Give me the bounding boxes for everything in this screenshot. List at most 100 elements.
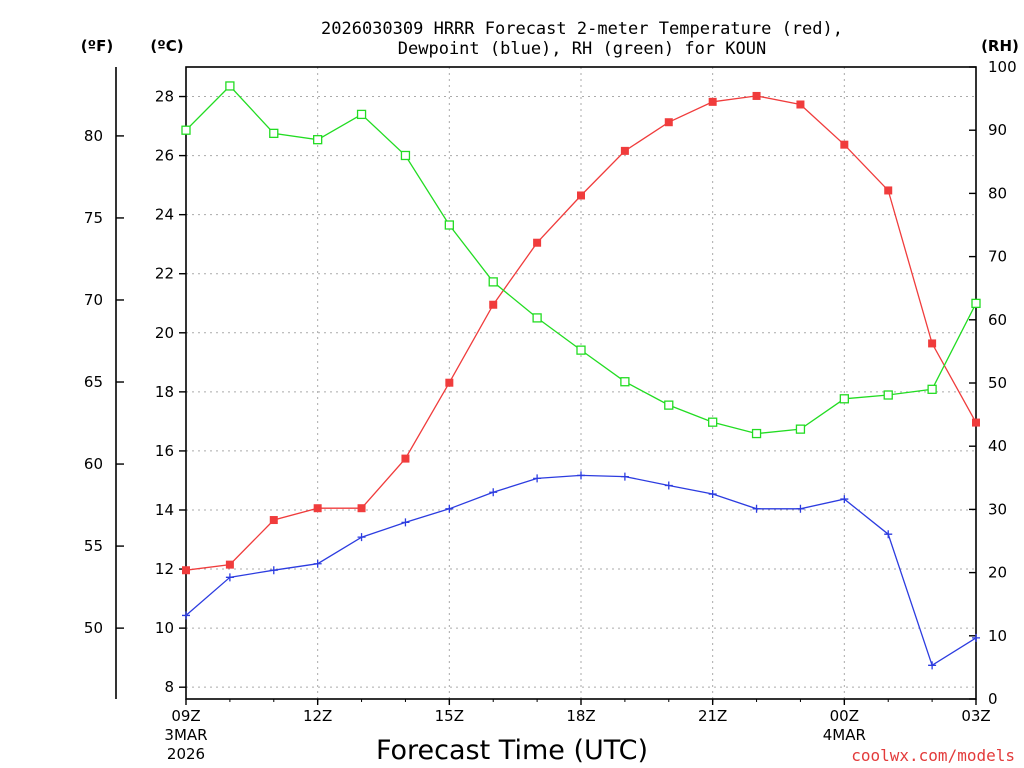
temperature-point	[664, 118, 673, 127]
dewpoint-point	[269, 566, 278, 575]
x-axis-label: Forecast Time (UTC)	[376, 735, 648, 766]
series-rh	[181, 81, 981, 439]
celsius-tick-label: 20	[155, 324, 174, 342]
dewpoint-point	[664, 481, 673, 490]
fahrenheit-tick-label: 65	[84, 373, 103, 391]
dewpoint-point	[796, 504, 805, 513]
temperature-point	[313, 504, 322, 513]
rh-point	[181, 125, 191, 135]
dewpoint-point	[445, 504, 454, 513]
rh-point	[356, 109, 367, 120]
dewpoint-point	[928, 661, 937, 670]
rh-point	[839, 394, 849, 404]
rh-point	[620, 377, 630, 387]
temperature-point	[796, 100, 805, 109]
fahrenheit-tick-label: 60	[84, 455, 103, 473]
rh-tick-label: 30	[988, 500, 1007, 518]
rh-tick-label: 20	[988, 564, 1007, 582]
temperature-point	[884, 186, 893, 195]
rh-point	[313, 135, 323, 145]
rh-tick-label: 0	[988, 690, 998, 708]
fahrenheit-tick-label: 50	[84, 619, 103, 637]
celsius-unit-label: (ºC)	[150, 37, 183, 55]
series-temperature	[182, 91, 980, 575]
celsius-tick-label: 18	[155, 383, 174, 401]
fahrenheit-tick-label: 75	[84, 209, 103, 227]
celsius-tick-label: 22	[155, 265, 174, 283]
time-tick-label: 00Z	[830, 707, 859, 725]
chart-title: 2026030309 HRRR Forecast 2-meter Tempera…	[321, 19, 843, 39]
rh-unit-label: (RH)	[981, 37, 1019, 55]
temperature-point	[620, 146, 629, 155]
temperature-point	[533, 238, 542, 247]
temperature-point	[269, 516, 278, 525]
time-tick-label: 21Z	[698, 707, 727, 725]
dewpoint-point	[401, 518, 410, 527]
celsius-axis: 8 10 12 14 16 18 20 22 24 26 28	[155, 88, 186, 696]
dewpoint-point	[840, 495, 849, 504]
rh-point	[400, 150, 411, 161]
dewpoint-point	[225, 573, 234, 582]
fahrenheit-axis: 50 55 60 65 70 75 80	[84, 127, 124, 637]
date-label: 4MAR	[823, 726, 866, 744]
year-label: 2026	[167, 745, 205, 763]
rh-tick-label: 60	[988, 311, 1007, 329]
time-tick-label: 09Z	[171, 707, 200, 725]
dewpoint-point	[357, 533, 366, 542]
dewpoint-line	[185, 474, 977, 667]
rh-point	[269, 128, 279, 139]
dewpoint-point	[620, 472, 629, 481]
series-dewpoint	[182, 471, 980, 670]
gridlines	[185, 67, 977, 699]
dewpoint-point	[489, 488, 498, 497]
dewpoint-point	[884, 530, 893, 539]
temperature-point	[840, 140, 849, 149]
series-layer	[181, 81, 981, 670]
celsius-tick-label: 8	[164, 678, 174, 696]
dewpoint-point	[182, 611, 190, 620]
celsius-tick-label: 24	[155, 206, 174, 224]
rh-point	[488, 277, 498, 287]
rh-point	[576, 345, 586, 355]
dewpoint-point	[533, 474, 542, 483]
temperature-point	[357, 504, 366, 513]
rh-point	[927, 384, 937, 394]
rh-point	[532, 313, 542, 323]
temperature-point	[182, 566, 190, 575]
dewpoint-point	[972, 633, 980, 642]
rh-point	[444, 220, 454, 230]
rh-point	[225, 81, 235, 91]
rh-tick-label: 90	[988, 121, 1007, 139]
rh-point	[664, 400, 674, 410]
celsius-tick-label: 28	[155, 88, 174, 106]
dewpoint-point	[752, 504, 761, 513]
time-tick-label: 12Z	[303, 707, 332, 725]
fahrenheit-tick-label: 80	[84, 127, 103, 145]
rh-tick-label: 10	[988, 627, 1007, 645]
rh-point	[971, 298, 981, 309]
temperature-point	[972, 418, 980, 427]
time-tick-label: 03Z	[961, 707, 990, 725]
celsius-tick-label: 10	[155, 619, 174, 637]
rh-tick-label: 100	[988, 58, 1017, 76]
rh-tick-label: 80	[988, 184, 1007, 202]
time-tick-label: 15Z	[435, 707, 464, 725]
date-label: 3MAR	[164, 726, 207, 744]
temperature-point	[401, 454, 410, 463]
rh-point	[883, 390, 893, 400]
temperature-point	[225, 560, 234, 569]
celsius-tick-label: 12	[155, 560, 174, 578]
rh-tick-label: 50	[988, 374, 1007, 392]
temperature-point	[445, 378, 454, 387]
temperature-point	[928, 339, 937, 348]
temperature-point	[708, 97, 717, 106]
celsius-tick-label: 16	[155, 442, 174, 460]
dewpoint-point	[708, 490, 717, 499]
temperature-point	[752, 91, 761, 100]
rh-tick-label: 70	[988, 248, 1007, 266]
chart-subtitle: Dewpoint (blue), RH (green) for KOUN	[398, 39, 766, 59]
rh-point	[751, 428, 762, 439]
dewpoint-point	[313, 559, 322, 568]
